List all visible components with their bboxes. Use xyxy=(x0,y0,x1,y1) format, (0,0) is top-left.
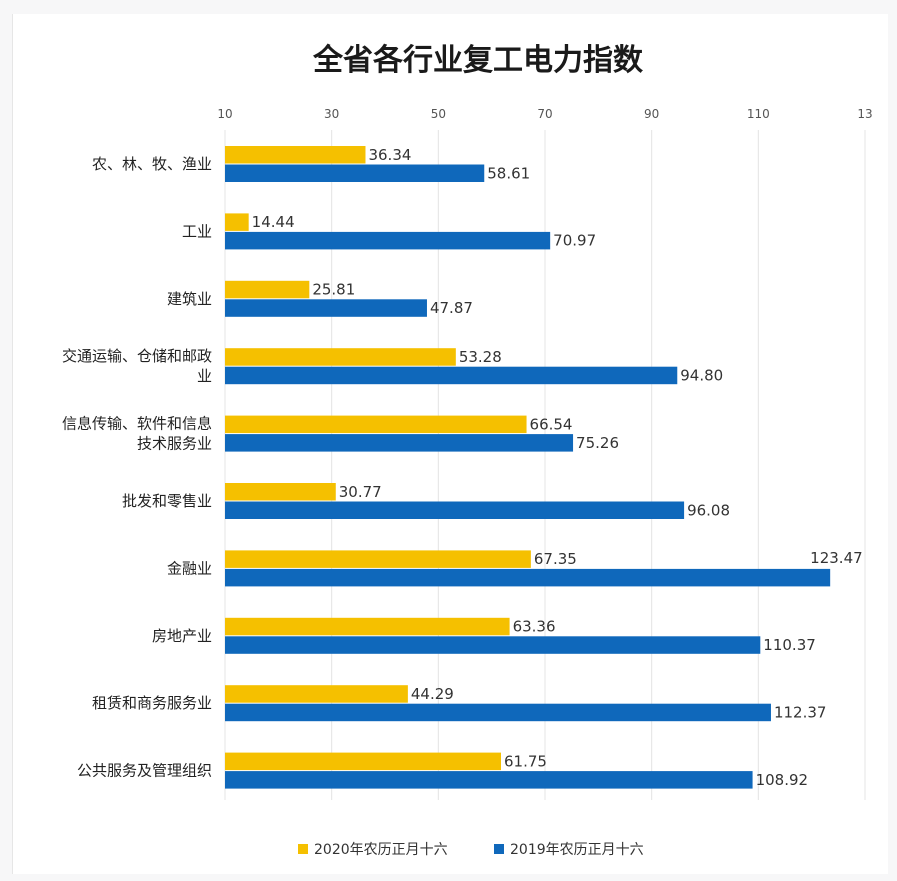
legend-label: 2020年农历正月十六 xyxy=(314,842,448,858)
data-label: 67.35 xyxy=(534,550,577,568)
data-label: 36.34 xyxy=(368,146,411,164)
data-label: 61.75 xyxy=(504,752,547,770)
bar-2020 xyxy=(225,146,366,164)
bar-2020 xyxy=(225,752,501,771)
category-label: 建筑业 xyxy=(167,290,212,308)
category-label: 金融业 xyxy=(167,559,212,577)
data-labels: 36.34 58.61 14.44 70.97 25.81 47.87 53.28 94.80… xyxy=(252,146,863,789)
bar-2019 xyxy=(225,434,574,452)
data-label: 123.47 xyxy=(810,549,863,567)
category-label: 农、林、牧、渔业 xyxy=(92,155,212,173)
x-tick-label: 50 xyxy=(431,107,446,121)
category-label: 房地产业 xyxy=(152,627,212,645)
category-label: 信息传输、软件和信息 xyxy=(62,415,212,433)
data-label: 110.37 xyxy=(763,636,816,654)
legend-label: 2019年农历正月十六 xyxy=(510,842,644,858)
x-axis-ticks: 10 30 50 70 90 110 13 xyxy=(217,107,872,121)
bar-2020 xyxy=(225,213,249,231)
bar-2020 xyxy=(225,348,456,366)
bar-2019 xyxy=(225,568,831,587)
x-tick-label: 13 xyxy=(857,107,872,121)
bars xyxy=(225,146,831,789)
x-tick-label: 30 xyxy=(324,107,339,121)
bar-2019 xyxy=(225,299,427,317)
legend-swatch-2020 xyxy=(298,844,308,854)
data-label: 108.92 xyxy=(756,771,809,789)
category-label: 交通运输、仓储和邮政 xyxy=(62,347,212,365)
data-label: 75.26 xyxy=(576,434,619,452)
category-label: 技术服务业 xyxy=(137,435,212,453)
data-label: 58.61 xyxy=(487,164,530,182)
data-label: 44.29 xyxy=(411,685,454,703)
data-label: 25.81 xyxy=(312,281,355,299)
legend-swatch-2019 xyxy=(494,844,504,854)
data-label: 94.80 xyxy=(680,366,723,384)
bar-2020 xyxy=(225,550,531,568)
bar-2019 xyxy=(225,501,685,519)
category-label: 工业 xyxy=(182,222,212,240)
data-label: 96.08 xyxy=(687,501,730,519)
bar-2020 xyxy=(225,280,310,299)
bar-2020 xyxy=(225,617,510,636)
bar-2020 xyxy=(225,415,527,434)
bar-2019 xyxy=(225,366,678,385)
data-label: 112.37 xyxy=(774,703,827,721)
category-label: 公共服务及管理组织 xyxy=(77,762,212,780)
bar-2019 xyxy=(225,231,551,250)
category-axis: 农、林、牧、渔业工业建筑业交通运输、仓储和邮政业信息传输、软件和信息技术服务业批… xyxy=(62,155,212,780)
bar-2019 xyxy=(225,636,761,654)
data-label: 30.77 xyxy=(339,483,382,501)
x-tick-label: 70 xyxy=(537,107,552,121)
data-label: 47.87 xyxy=(430,299,473,317)
x-tick-label: 90 xyxy=(644,107,659,121)
bar-2019 xyxy=(225,164,485,182)
data-label: 53.28 xyxy=(459,348,502,366)
legend: 2020年农历正月十六 2019年农历正月十六 xyxy=(298,842,644,858)
data-label: 14.44 xyxy=(252,213,295,231)
bar-2020 xyxy=(225,685,408,703)
bar-2019 xyxy=(225,703,771,722)
bar-2020 xyxy=(225,483,336,501)
chart-title: 全省各行业复工电力指数 xyxy=(312,43,644,78)
category-label: 批发和零售业 xyxy=(122,492,212,510)
data-label: 66.54 xyxy=(530,415,573,433)
bar-2019 xyxy=(225,771,753,789)
data-label: 70.97 xyxy=(553,232,596,250)
data-label: 63.36 xyxy=(513,618,556,636)
x-tick-label: 10 xyxy=(217,107,232,121)
x-tick-label: 110 xyxy=(747,107,770,121)
category-label: 业 xyxy=(197,367,212,385)
category-label: 租赁和商务服务业 xyxy=(92,694,212,712)
